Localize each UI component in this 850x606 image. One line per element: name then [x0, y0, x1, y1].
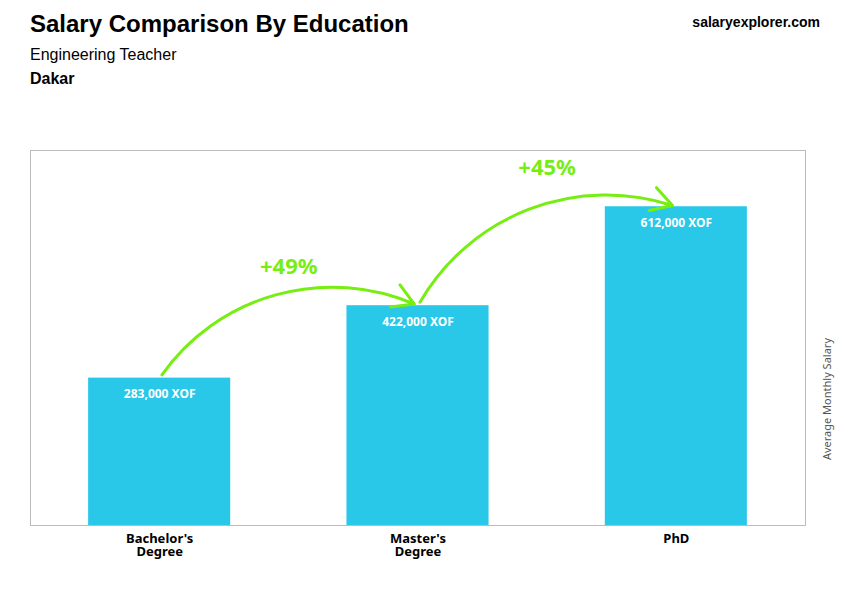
- svg-text:Average Monthly Salary: Average Monthly Salary: [819, 338, 834, 460]
- svg-text:+45%: +45%: [518, 151, 576, 181]
- html-text:Dakar: Dakar: [30, 70, 75, 87]
- html-text:Salary Comparison By Education: Salary Comparison By Education: [30, 10, 409, 37]
- svg-text:Bachelor'sDegree: Bachelor'sDegree: [126, 529, 193, 560]
- svg-text:Master'sDegree: Master'sDegree: [390, 529, 446, 560]
- svg-text:612,000 XOF: 612,000 XOF: [641, 214, 713, 231]
- svg-text:283,000 XOF: 283,000 XOF: [124, 385, 196, 402]
- html-text:Engineering Teacher: Engineering Teacher: [30, 46, 177, 63]
- html-text:salaryexplorer.com: salaryexplorer.com: [692, 14, 820, 30]
- svg-text:PhD: PhD: [663, 529, 689, 547]
- svg-text:+49%: +49%: [260, 250, 318, 280]
- svg-text:422,000 XOF: 422,000 XOF: [382, 313, 454, 330]
